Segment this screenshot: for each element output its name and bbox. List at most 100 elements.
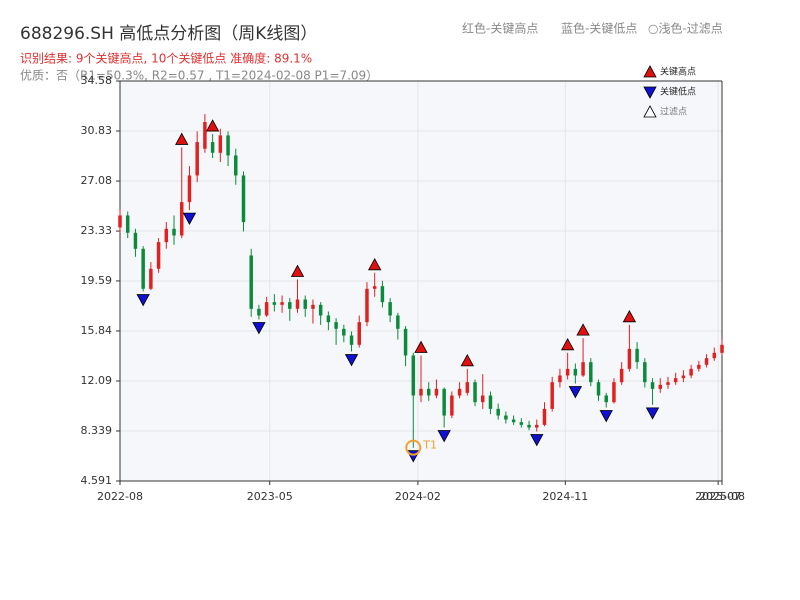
y-tick-label: 34.58: [81, 74, 113, 87]
candle-body: [712, 352, 717, 359]
x-tick-label: 2024-11: [542, 490, 588, 503]
x-tick-label: 2024-02: [395, 490, 441, 503]
key-high-marker: [175, 132, 189, 145]
candle-body: [689, 368, 693, 376]
candle-body: [519, 422, 524, 425]
candle-body: [473, 382, 477, 403]
candle-body: [650, 382, 655, 389]
candle-body: [581, 362, 585, 376]
key-high-marker: [576, 323, 590, 336]
y-tick-label: 30.83: [81, 124, 113, 137]
key-high-marker: [622, 309, 637, 323]
key-low-marker: [182, 212, 197, 225]
candle-body: [511, 419, 516, 423]
key-high-marker: [560, 337, 575, 351]
candle-body: [210, 142, 215, 153]
candle-body: [241, 175, 246, 223]
annotation-label: T1: [422, 439, 437, 452]
candle-body: [380, 286, 385, 303]
header-legend: 蓝色-关键低点: [561, 22, 637, 36]
candle-body: [465, 382, 470, 393]
candle-body: [504, 415, 508, 420]
candle-body: [666, 382, 670, 385]
legend-label: 过滤点: [660, 106, 687, 118]
candle-body: [164, 228, 169, 243]
legend-label: 关键高点: [660, 66, 696, 78]
key-low-marker: [530, 434, 544, 447]
candle-body: [496, 408, 500, 416]
chart-title: 688296.SH 高低点分析图（周K线图）: [20, 24, 317, 44]
candle-body: [573, 368, 578, 376]
header-legend: 红色-关键高点: [462, 21, 538, 36]
candle-body: [249, 255, 253, 309]
key-high-marker: [460, 354, 474, 367]
y-tick-label: 19.59: [81, 274, 113, 287]
candle-body: [527, 424, 531, 428]
y-tick-label: 4.591: [81, 474, 113, 487]
y-tick-label: 8.339: [81, 424, 113, 437]
key-high-marker: [414, 340, 428, 353]
y-tick-label: 12.09: [81, 374, 113, 387]
candle-body: [118, 215, 122, 228]
candle-body: [442, 388, 446, 416]
candle-body: [125, 215, 130, 233]
key-low-marker: [437, 430, 451, 443]
candle-body: [396, 315, 400, 329]
key-low-marker: [599, 410, 613, 423]
candle-body: [149, 268, 153, 289]
legend-marker: [643, 105, 657, 118]
candle-body: [172, 228, 176, 236]
candle-body: [643, 362, 647, 383]
key-low-marker: [136, 294, 150, 307]
candle-body: [326, 315, 331, 323]
candle-body: [318, 304, 323, 316]
candle-body: [187, 175, 192, 203]
candle-body: [288, 302, 292, 309]
annotation-circle: [405, 439, 422, 456]
legend-label: 关键低点: [660, 86, 696, 98]
candle-body: [589, 362, 593, 383]
candle-body: [303, 299, 307, 309]
candle-body: [426, 388, 431, 396]
candle-body: [311, 304, 315, 309]
candle-body: [280, 302, 284, 305]
candle-body: [658, 384, 662, 389]
key-high-marker: [205, 119, 220, 132]
candle-body: [156, 242, 161, 269]
candle-body: [697, 364, 701, 369]
x-tick-label: 2025-07: [695, 490, 741, 503]
y-tick-label: 15.84: [81, 324, 113, 337]
candle-body: [272, 302, 277, 305]
subtitle: 识别结果: 9个关键高点, 10个关键低点 准确度: 89.1%: [20, 51, 312, 66]
candle-body: [218, 135, 223, 153]
candle-body: [627, 348, 632, 369]
key-high-marker: [368, 257, 382, 271]
candle-body: [372, 286, 377, 289]
candle-body: [619, 368, 624, 383]
key-low-marker: [568, 386, 583, 399]
candle-body: [365, 288, 369, 323]
candle-body: [295, 299, 300, 309]
key-high-marker: [290, 264, 305, 277]
key-low-marker: [252, 322, 266, 335]
candle-body: [203, 122, 207, 149]
candle-body: [550, 382, 554, 409]
candle-body: [403, 328, 408, 356]
candle-body: [264, 302, 269, 316]
key-low-marker: [344, 354, 359, 367]
x-tick-label: 2025-08: [699, 490, 745, 503]
candle-body: [450, 395, 454, 416]
candle-body: [226, 135, 230, 156]
x-tick-label: 2023-05: [247, 490, 293, 503]
candle-body: [195, 142, 199, 176]
candle-body: [596, 382, 601, 396]
candle-body: [342, 328, 346, 336]
legend-marker: [643, 65, 657, 78]
candle-body: [720, 344, 724, 353]
candle-body: [558, 375, 562, 383]
candle-body: [180, 202, 184, 236]
candle-body: [133, 232, 138, 249]
candle-body: [535, 424, 539, 428]
candle-body: [635, 348, 639, 363]
candle-body: [334, 322, 338, 329]
